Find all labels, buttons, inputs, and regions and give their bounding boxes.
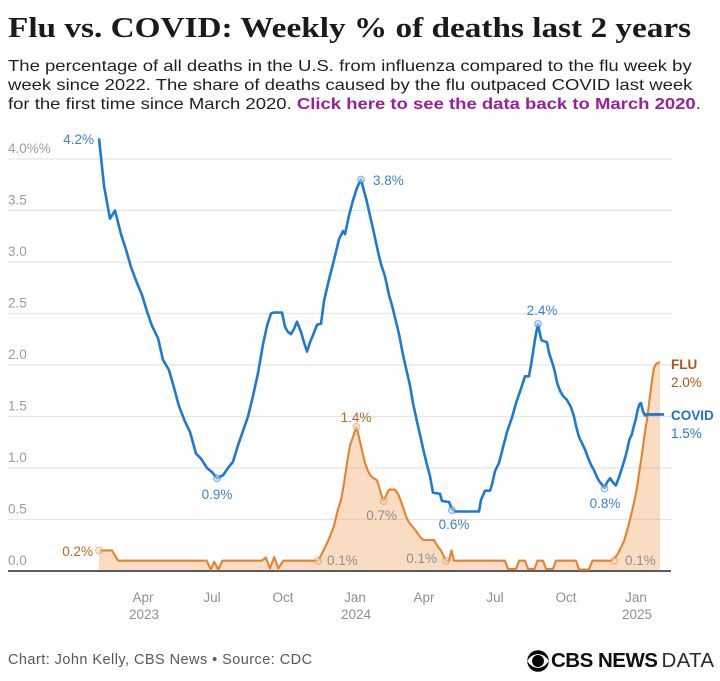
svg-text:Oct: Oct: [272, 590, 293, 605]
svg-text:1.5%: 1.5%: [671, 426, 702, 441]
svg-text:0.7%: 0.7%: [366, 508, 397, 523]
svg-text:3.0: 3.0: [8, 244, 27, 259]
svg-text:0.1%: 0.1%: [625, 553, 656, 568]
svg-text:0.0: 0.0: [8, 553, 27, 568]
svg-text:3.8%: 3.8%: [373, 173, 404, 188]
svg-text:2024: 2024: [341, 607, 372, 622]
svg-text:Apr: Apr: [413, 590, 435, 605]
svg-text:FLU: FLU: [671, 357, 697, 372]
svg-text:Jan: Jan: [625, 590, 647, 605]
svg-text:Apr: Apr: [132, 590, 154, 605]
svg-text:1.0: 1.0: [8, 450, 27, 465]
svg-text:1.4%: 1.4%: [341, 410, 372, 425]
svg-text:Oct: Oct: [555, 590, 576, 605]
svg-text:2.0%: 2.0%: [671, 375, 702, 390]
svg-text:0.2%: 0.2%: [62, 544, 93, 559]
svg-text:3.5: 3.5: [8, 193, 27, 208]
svg-text:0.8%: 0.8%: [590, 496, 621, 511]
svg-text:2023: 2023: [129, 607, 159, 622]
svg-text:Jul: Jul: [486, 590, 503, 605]
svg-text:Jan: Jan: [344, 590, 366, 605]
svg-text:2.4%: 2.4%: [527, 303, 558, 318]
svg-text:Jul: Jul: [203, 590, 220, 605]
svg-text:4.0%%: 4.0%%: [8, 141, 51, 156]
svg-text:0.5: 0.5: [8, 502, 27, 517]
svg-text:2025: 2025: [622, 607, 652, 622]
svg-text:4.2%: 4.2%: [63, 132, 94, 147]
svg-text:0.6%: 0.6%: [439, 517, 470, 532]
svg-text:2.0: 2.0: [8, 347, 27, 362]
svg-text:0.1%: 0.1%: [406, 551, 437, 566]
svg-text:0.9%: 0.9%: [202, 487, 233, 502]
svg-text:1.5: 1.5: [8, 399, 27, 414]
svg-text:2.5: 2.5: [8, 296, 27, 311]
svg-text:COVID: COVID: [671, 408, 714, 423]
svg-text:0.1%: 0.1%: [327, 553, 358, 568]
